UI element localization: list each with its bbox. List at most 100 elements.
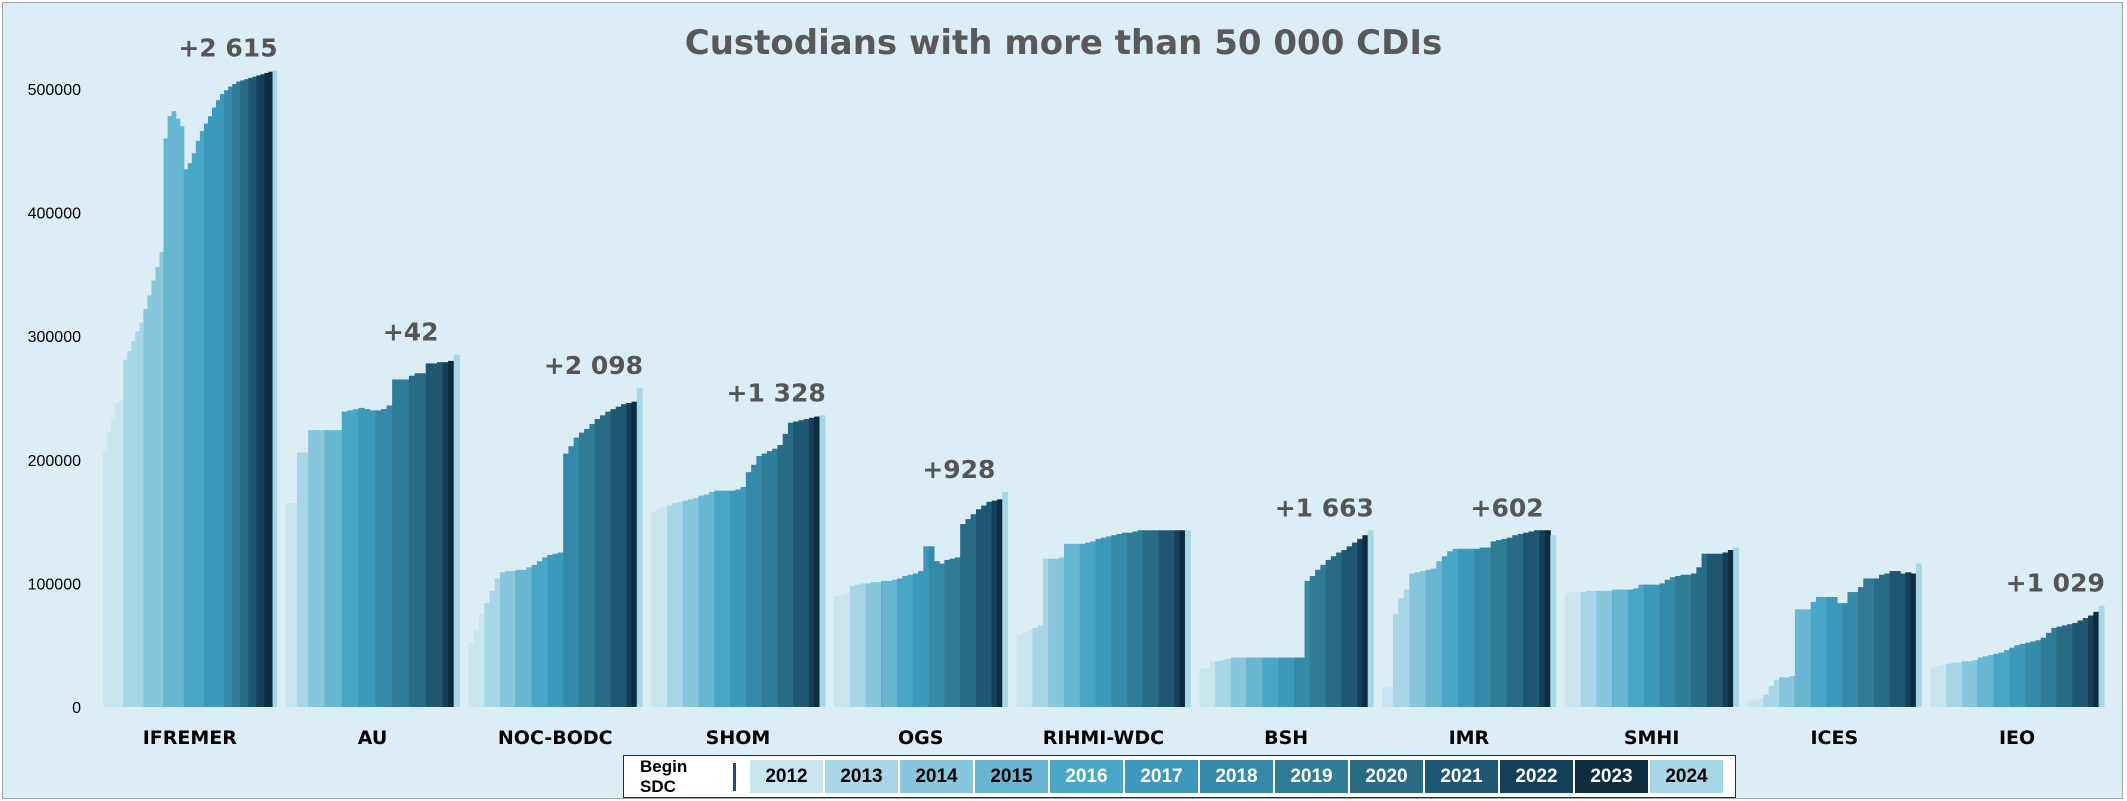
bar (1727, 550, 1734, 707)
bar (589, 423, 596, 707)
bar (1680, 574, 1687, 707)
bar (1346, 546, 1353, 707)
bar (1659, 583, 1666, 707)
bar (1868, 578, 1875, 707)
bar (1701, 553, 1708, 707)
bar (960, 524, 967, 707)
bar (127, 351, 132, 707)
bar (1601, 590, 1608, 707)
bar (594, 419, 601, 707)
bar (453, 354, 460, 707)
bar (656, 509, 663, 707)
bar (478, 614, 485, 707)
bar (1436, 561, 1443, 707)
bar (865, 583, 872, 707)
bar (1257, 657, 1264, 707)
bar (923, 546, 930, 707)
category-label: AU (358, 727, 388, 749)
bar (358, 407, 365, 707)
bar (1398, 598, 1405, 707)
bar (954, 557, 961, 707)
bar (420, 373, 427, 707)
bar (1858, 587, 1864, 707)
legend-item-2020: 2020 (1350, 760, 1423, 793)
category-label: SMHI (1624, 727, 1680, 749)
bar (1779, 677, 1785, 707)
bar (1617, 589, 1624, 707)
bar (1596, 590, 1603, 707)
legend: Begin SDC 2012 2013 2014 2015 2016 2017 2018 20… (623, 755, 1736, 798)
bar (1496, 540, 1503, 707)
bar (414, 373, 421, 707)
bar (1174, 530, 1181, 707)
bar (568, 446, 575, 707)
bar (155, 266, 161, 707)
bar (1789, 676, 1796, 707)
bar (1251, 657, 1258, 707)
bar (386, 405, 393, 707)
bar (1752, 699, 1759, 707)
bar (468, 642, 475, 707)
bar (944, 559, 951, 707)
legend-item-2016: 2016 (1050, 760, 1123, 793)
bar (970, 514, 977, 707)
bar (107, 432, 112, 707)
bar (1362, 535, 1369, 707)
bar (1805, 609, 1812, 707)
bar (260, 74, 266, 708)
bar (526, 567, 533, 707)
y-tick-label: 400000 (28, 206, 81, 223)
legend-item-2014: 2014 (900, 760, 973, 793)
category-label: RIHMI-WDC (1043, 727, 1164, 749)
bar (782, 433, 789, 707)
bar (1236, 657, 1243, 707)
bar (1387, 687, 1394, 707)
category-label: IMR (1449, 727, 1490, 749)
bar (1409, 573, 1416, 707)
bar (1528, 531, 1535, 707)
bar (1403, 589, 1410, 707)
bar (719, 490, 726, 707)
bar (436, 362, 444, 707)
bar (1905, 572, 1912, 707)
bar (171, 111, 177, 707)
bar (808, 417, 815, 707)
bar (531, 564, 538, 707)
bar (661, 506, 668, 707)
bar (1021, 632, 1028, 707)
bar (103, 451, 108, 707)
bar (996, 499, 1003, 707)
category-label: OGS (898, 727, 943, 749)
bar (319, 430, 326, 707)
bar (1889, 571, 1896, 707)
bar (745, 472, 752, 707)
increase-annotation: +1 029 (2006, 569, 2105, 598)
bar (392, 379, 399, 707)
bar (1988, 655, 1994, 707)
bar (1048, 558, 1055, 707)
bar (1972, 660, 1979, 707)
bar (1079, 543, 1086, 707)
bar (1474, 548, 1481, 707)
bar (814, 416, 821, 707)
legend-item-2023: 2023 (1575, 760, 1648, 793)
y-tick-label: 500000 (28, 82, 81, 99)
category-label: SHOM (706, 727, 771, 749)
bar (1550, 535, 1557, 707)
bar (2009, 647, 2016, 707)
bar (777, 444, 784, 707)
bar (285, 503, 292, 707)
bar (324, 430, 332, 707)
bar (1794, 609, 1801, 707)
bar (1691, 573, 1697, 707)
bar (1712, 553, 1718, 707)
bar (1696, 567, 1703, 707)
bar (965, 519, 972, 707)
bar (2061, 625, 2068, 707)
bar (1392, 614, 1399, 707)
y-axis: 0 100000 200000 300000 400000 500000 (28, 82, 81, 717)
bar (1501, 538, 1508, 707)
bar (2046, 632, 2052, 707)
bar (563, 453, 569, 707)
bar (1132, 531, 1139, 707)
